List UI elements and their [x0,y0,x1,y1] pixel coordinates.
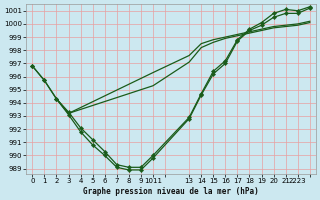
X-axis label: Graphe pression niveau de la mer (hPa): Graphe pression niveau de la mer (hPa) [83,187,259,196]
